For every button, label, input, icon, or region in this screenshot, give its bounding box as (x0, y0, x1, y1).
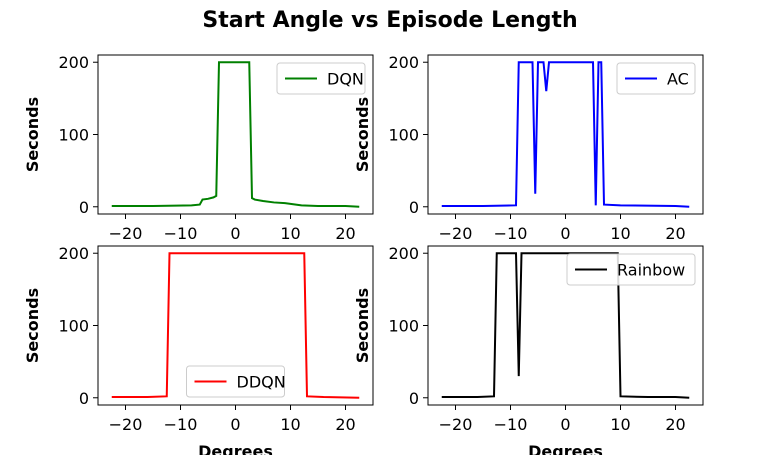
x-tick-label: −20 (109, 224, 143, 243)
legend: DDQN (186, 365, 286, 398)
legend: Rainbow (566, 253, 696, 286)
x-tick-label: 20 (665, 415, 685, 434)
x-tick-label: −10 (164, 224, 198, 243)
legend-box (276, 62, 366, 95)
legend-box (566, 253, 696, 286)
y-tick-label: 0 (409, 198, 419, 217)
x-tick-label: 10 (610, 415, 630, 434)
x-tick-label: 10 (280, 415, 300, 434)
x-tick-label: −20 (109, 415, 143, 434)
y-tick-label: 200 (58, 244, 89, 263)
legend: DQN (276, 62, 366, 95)
series-line-dqn (111, 61, 360, 208)
x-axis-label: Degrees (528, 442, 603, 455)
x-tick-label: 20 (665, 224, 685, 243)
y-tick-label: 0 (79, 389, 89, 408)
x-axis-label: Degrees (198, 442, 273, 455)
y-tick-label: 200 (58, 53, 89, 72)
x-tick-label: 10 (610, 224, 630, 243)
legend-label: DDQN (237, 373, 286, 392)
legend-label: DQN (327, 70, 364, 89)
legend-box (186, 365, 285, 398)
y-axis-label: Seconds (353, 288, 372, 363)
x-tick-label: −10 (494, 415, 528, 434)
y-axis-label: Seconds (23, 288, 42, 363)
y-tick-label: 100 (388, 317, 419, 336)
x-tick-label: −20 (439, 224, 473, 243)
x-tick-label: 0 (560, 415, 570, 434)
y-axis-label: Seconds (23, 97, 42, 172)
legend-label: Rainbow (617, 261, 685, 280)
y-tick-label: 100 (58, 317, 89, 336)
legend-label: AC (667, 70, 689, 89)
y-tick-label: 0 (79, 198, 89, 217)
x-tick-label: −10 (164, 415, 198, 434)
x-tick-label: 0 (230, 224, 240, 243)
y-tick-label: 100 (58, 126, 89, 145)
series-line-ac (441, 61, 690, 208)
x-tick-label: 10 (280, 224, 300, 243)
figure-title: Start Angle vs Episode Length (202, 8, 577, 33)
x-tick-label: −10 (494, 224, 528, 243)
series-line-ddqn (111, 252, 360, 399)
y-tick-label: 100 (388, 126, 419, 145)
x-tick-label: 20 (335, 224, 355, 243)
y-tick-label: 200 (388, 53, 419, 72)
x-tick-label: 0 (560, 224, 570, 243)
x-tick-label: 20 (335, 415, 355, 434)
y-tick-label: 200 (388, 244, 419, 263)
x-tick-label: 0 (230, 415, 240, 434)
series-line-rainbow (441, 252, 690, 399)
x-tick-label: −20 (439, 415, 473, 434)
y-axis-label: Seconds (353, 97, 372, 172)
y-tick-label: 0 (409, 389, 419, 408)
legend: AC (616, 62, 696, 95)
